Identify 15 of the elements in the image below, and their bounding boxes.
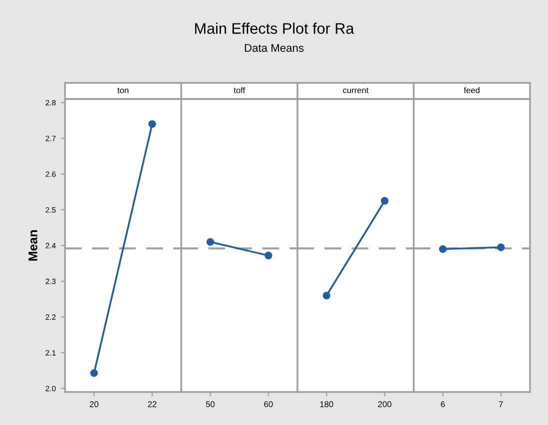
chart-title: ton	[117, 88, 128, 94]
x-tick-label: 200	[378, 401, 392, 408]
chart-title: feed	[464, 87, 480, 94]
x-tick-label: 7	[499, 401, 503, 408]
x-tick-label: 20	[90, 401, 98, 408]
text: Data Means	[244, 44, 304, 52]
x-tick-label: 60	[264, 401, 273, 408]
text: Main Effects Plot for Ra	[195, 22, 354, 34]
x-tick-label: 50	[206, 401, 215, 408]
chart-title: current	[343, 88, 369, 94]
x-tick-label: 180	[320, 401, 334, 408]
chart-title: toff	[234, 87, 246, 94]
y-axis-title: Mean	[28, 230, 38, 261]
x-tick-label: 22	[148, 401, 156, 408]
x-tick-label: 6	[440, 401, 445, 408]
